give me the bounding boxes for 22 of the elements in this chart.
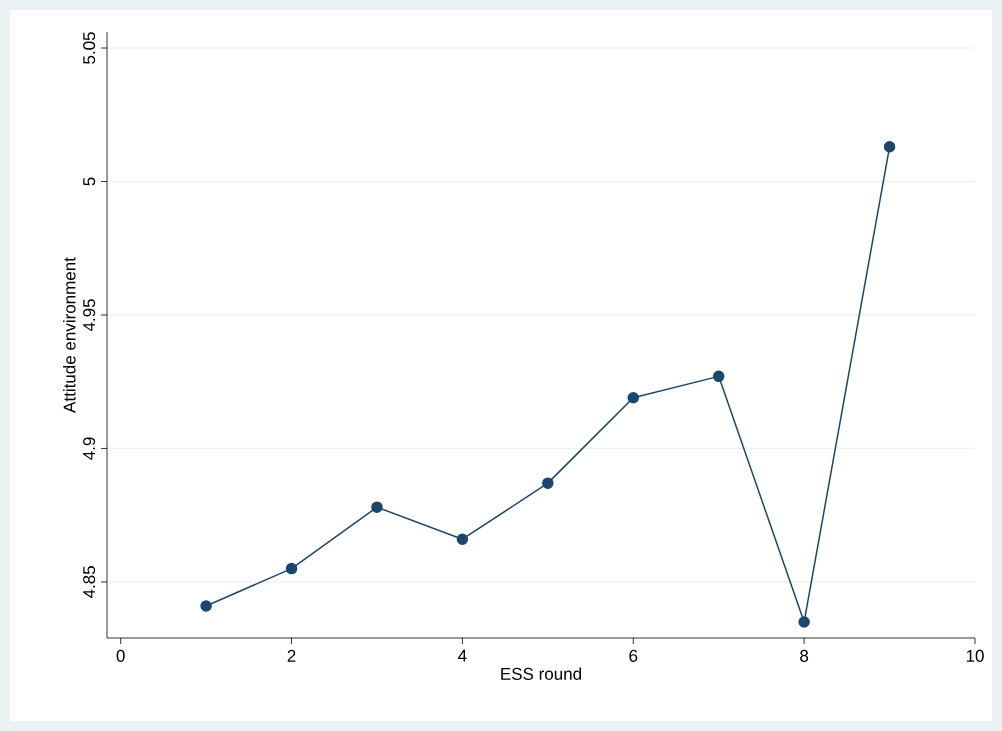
y-axis-title: Attitude environment <box>63 257 76 413</box>
y-tick-label: 5.05 <box>83 32 96 64</box>
point <box>456 533 469 545</box>
point <box>200 600 212 612</box>
y-tick-label: 4.9 <box>83 437 96 460</box>
point <box>798 616 810 628</box>
point <box>371 501 383 513</box>
x-axis-title: ESS round <box>501 667 581 680</box>
y-tick-label: 4.95 <box>83 299 96 332</box>
x-tick-label: 8 <box>800 649 809 662</box>
y-tick-label: 5 <box>83 177 96 186</box>
point <box>285 562 298 575</box>
point <box>712 370 725 383</box>
point <box>883 141 896 153</box>
point <box>542 477 554 489</box>
x-tick-label: 6 <box>629 649 638 662</box>
x-tick-label: 0 <box>116 649 125 662</box>
x-tick-label: 4 <box>458 649 467 662</box>
x-tick-label: 10 <box>966 649 984 662</box>
point <box>627 391 640 404</box>
y-tick-label: 4.85 <box>83 566 96 599</box>
x-tick-label: 2 <box>287 649 296 662</box>
